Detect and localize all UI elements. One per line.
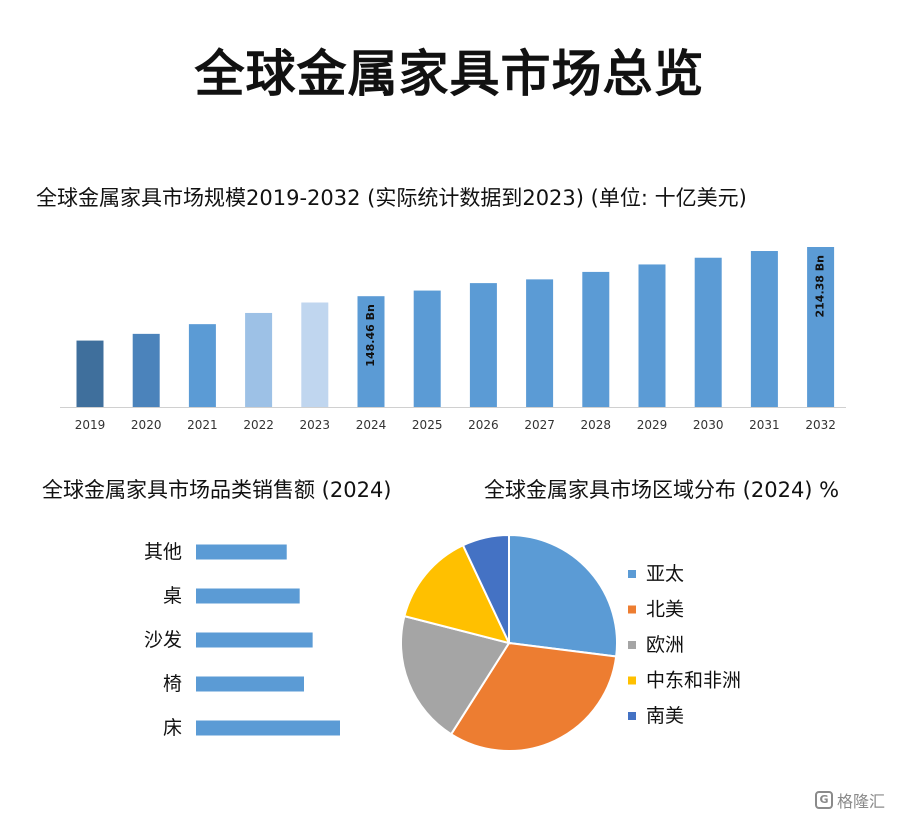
watermark: G 格隆汇 — [814, 788, 885, 812]
hbar-label-椅: 椅 — [163, 673, 182, 695]
hbar-床 — [196, 720, 340, 736]
hbar-其他 — [196, 544, 287, 560]
x-tick-2019: 2019 — [75, 418, 106, 432]
bar-2024 — [357, 296, 385, 407]
data-label-2032: 214.38 Bn — [814, 255, 827, 318]
legend-label-中东和非洲: 中东和非洲 — [646, 670, 741, 692]
x-tick-2022: 2022 — [243, 418, 274, 432]
pie-slice-中东和非洲 — [403, 543, 511, 645]
category-chart-title: 全球金属家具市场品类销售额 (2024) — [42, 478, 392, 502]
x-tick-2024: 2024 — [356, 418, 387, 432]
x-tick-2030: 2030 — [693, 418, 724, 432]
bar-2025 — [413, 290, 441, 407]
bar-chart-title: 全球金属家具市场规模2019-2032 (实际统计数据到2023) (单位: 十… — [36, 186, 747, 210]
x-tick-2023: 2023 — [300, 418, 331, 432]
x-tick-2020: 2020 — [131, 418, 162, 432]
x-tick-2027: 2027 — [524, 418, 555, 432]
x-tick-2028: 2028 — [581, 418, 612, 432]
x-tick-2021: 2021 — [187, 418, 218, 432]
pie-slice-南美 — [461, 533, 510, 644]
bar-2020 — [132, 333, 160, 407]
hbar-椅 — [196, 676, 304, 692]
hbar-沙发 — [196, 632, 313, 648]
legend-swatch-南美 — [628, 712, 636, 720]
legend-swatch-欧洲 — [628, 641, 636, 649]
x-tick-2031: 2031 — [749, 418, 780, 432]
legend-swatch-中东和非洲 — [628, 676, 636, 685]
region-chart-title: 全球金属家具市场区域分布 (2024) % — [484, 478, 840, 502]
x-tick-2026: 2026 — [468, 418, 499, 432]
legend-swatch-北美 — [628, 605, 636, 614]
legend-label-亚太: 亚太 — [646, 563, 684, 585]
bar-2029 — [638, 264, 666, 407]
bar-2026 — [469, 283, 497, 407]
hbar-label-其他: 其他 — [144, 541, 182, 563]
page-title: 全球金属家具市场总览 — [194, 45, 705, 103]
bar-2028 — [582, 271, 610, 407]
data-label-2024: 148.46 Bn — [364, 304, 377, 367]
bar-2022 — [245, 312, 273, 407]
bar-2032 — [807, 247, 835, 407]
hbar-label-床: 床 — [163, 717, 182, 739]
bar-2021 — [188, 324, 216, 407]
hbar-label-桌: 桌 — [163, 585, 182, 607]
watermark-logo-icon: G — [814, 791, 833, 809]
x-tick-2029: 2029 — [637, 418, 668, 432]
x-tick-2032: 2032 — [805, 418, 836, 432]
legend-label-欧洲: 欧洲 — [646, 634, 684, 656]
pie-slice-欧洲 — [400, 614, 511, 736]
x-tick-2025: 2025 — [412, 418, 443, 432]
hbar-桌 — [196, 588, 300, 604]
bar-2030 — [694, 257, 722, 407]
pie-slice-亚太 — [508, 533, 618, 658]
legend-label-北美: 北美 — [646, 599, 684, 621]
watermark-text: 格隆汇 — [836, 792, 885, 811]
bar-2019 — [76, 340, 104, 407]
bar-2031 — [750, 251, 778, 407]
bar-2027 — [526, 279, 554, 407]
legend-swatch-亚太 — [628, 570, 636, 578]
hbar-label-沙发: 沙发 — [144, 629, 182, 651]
legend-label-南美: 南美 — [646, 705, 684, 727]
bar-2023 — [301, 302, 329, 407]
